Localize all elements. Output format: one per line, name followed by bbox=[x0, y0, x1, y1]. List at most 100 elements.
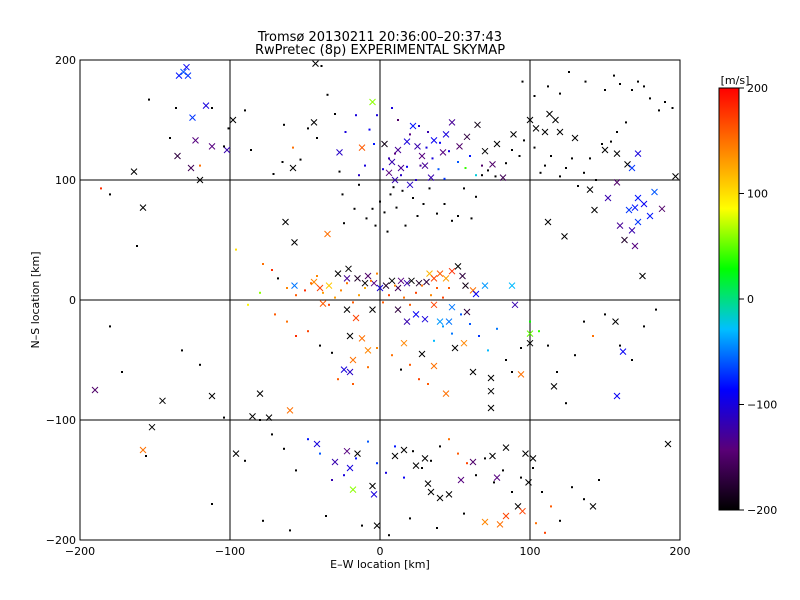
data-point-dot bbox=[418, 125, 420, 127]
data-point-dot bbox=[320, 65, 323, 67]
data-point-dot bbox=[352, 301, 354, 304]
data-point-cross bbox=[208, 143, 216, 150]
data-point-cross bbox=[442, 390, 450, 397]
data-point-dot bbox=[352, 383, 354, 385]
data-point-dot bbox=[223, 145, 225, 148]
data-point-cross bbox=[373, 522, 381, 529]
data-point-dot bbox=[389, 193, 392, 196]
data-point-cross bbox=[472, 290, 480, 298]
data-point-cross bbox=[349, 356, 357, 364]
data-point-dot bbox=[382, 301, 384, 304]
data-point-cross bbox=[343, 306, 351, 313]
data-point-cross bbox=[312, 60, 319, 67]
data-point-dot bbox=[487, 349, 489, 352]
data-point-cross bbox=[634, 194, 642, 202]
data-point-cross bbox=[196, 176, 204, 184]
data-point-dot bbox=[250, 149, 252, 151]
data-point-dot bbox=[451, 332, 453, 335]
data-point-dot bbox=[436, 287, 438, 289]
data-point-dot bbox=[583, 171, 585, 174]
data-point-dot bbox=[397, 119, 399, 121]
colorbar-tick-label: 0 bbox=[747, 293, 754, 306]
data-point-dot bbox=[463, 512, 465, 515]
data-point-dot bbox=[344, 131, 347, 133]
data-point-cross bbox=[421, 162, 429, 169]
data-point-dot bbox=[464, 167, 467, 169]
data-point-dot bbox=[400, 368, 402, 371]
data-point-cross bbox=[493, 474, 501, 481]
data-point-cross bbox=[423, 278, 430, 286]
data-point-cross bbox=[412, 462, 420, 469]
colorbar bbox=[718, 87, 740, 511]
colorbar-ticks: 200 100 0 −100 −200 bbox=[739, 82, 777, 517]
data-point-cross bbox=[343, 447, 351, 455]
data-point-cross bbox=[430, 137, 438, 144]
data-point-cross bbox=[364, 347, 372, 354]
data-point-dot bbox=[533, 95, 536, 97]
data-point-dot bbox=[649, 97, 651, 100]
data-point-dot bbox=[295, 469, 297, 472]
data-point-dot bbox=[272, 173, 275, 175]
data-point-cross bbox=[331, 458, 339, 466]
x-tick-label: −100 bbox=[215, 545, 245, 558]
data-point-cross bbox=[481, 147, 489, 155]
data-point-dot bbox=[391, 107, 393, 109]
data-point-cross bbox=[403, 138, 411, 145]
data-point-cross bbox=[282, 218, 289, 226]
data-point-dot bbox=[374, 224, 377, 227]
data-point-cross bbox=[208, 392, 216, 400]
data-point-dot bbox=[431, 157, 434, 160]
data-point-dot bbox=[271, 269, 273, 271]
data-point-dot bbox=[520, 347, 522, 349]
data-point-cross bbox=[369, 98, 376, 106]
data-point-cross bbox=[91, 386, 99, 394]
data-point-dot bbox=[565, 167, 567, 169]
data-point-dot bbox=[271, 433, 273, 436]
data-point-dot bbox=[358, 294, 360, 297]
data-point-cross bbox=[517, 371, 525, 378]
data-point-cross bbox=[325, 282, 333, 289]
data-point-cross bbox=[174, 152, 181, 160]
data-point-dot bbox=[437, 168, 440, 171]
data-point-cross bbox=[487, 374, 495, 382]
data-point-dot bbox=[583, 498, 585, 501]
data-point-cross bbox=[439, 149, 447, 156]
data-point-cross bbox=[286, 407, 294, 414]
data-point-cross bbox=[291, 282, 298, 289]
data-point-cross bbox=[397, 164, 405, 172]
data-point-dot bbox=[343, 474, 345, 477]
data-point-cross bbox=[631, 204, 639, 211]
data-point-dot bbox=[169, 137, 171, 139]
data-point-dot bbox=[307, 330, 309, 333]
data-point-cross bbox=[628, 227, 636, 234]
data-point-dot bbox=[365, 217, 368, 220]
data-point-dot bbox=[403, 296, 405, 299]
data-point-cross bbox=[346, 368, 354, 376]
data-point-dot bbox=[355, 114, 357, 117]
data-point-cross bbox=[658, 205, 666, 213]
data-point-cross bbox=[400, 339, 408, 347]
data-point-dot bbox=[601, 143, 603, 145]
data-point-dot bbox=[338, 170, 341, 173]
data-point-dot bbox=[283, 447, 285, 450]
data-point-dot bbox=[262, 263, 264, 265]
data-point-dot bbox=[373, 143, 375, 145]
data-point-cross bbox=[651, 188, 658, 196]
data-point-cross bbox=[421, 455, 429, 462]
colorbar-tick-label: 100 bbox=[747, 188, 768, 201]
data-point-dot bbox=[598, 479, 600, 481]
data-point-dot bbox=[121, 371, 123, 373]
data-point-dot bbox=[529, 320, 531, 323]
data-point-cross bbox=[336, 149, 343, 156]
data-point-dot bbox=[619, 344, 621, 347]
data-point-dot bbox=[361, 524, 363, 527]
data-point-dot bbox=[227, 127, 230, 130]
data-point-dot bbox=[475, 174, 477, 177]
data-point-dot bbox=[331, 351, 333, 354]
data-point-cross bbox=[616, 222, 624, 229]
data-point-dot bbox=[409, 133, 411, 136]
data-point-dot bbox=[289, 529, 291, 532]
data-point-dot bbox=[419, 164, 422, 167]
data-point-dot bbox=[355, 457, 357, 460]
